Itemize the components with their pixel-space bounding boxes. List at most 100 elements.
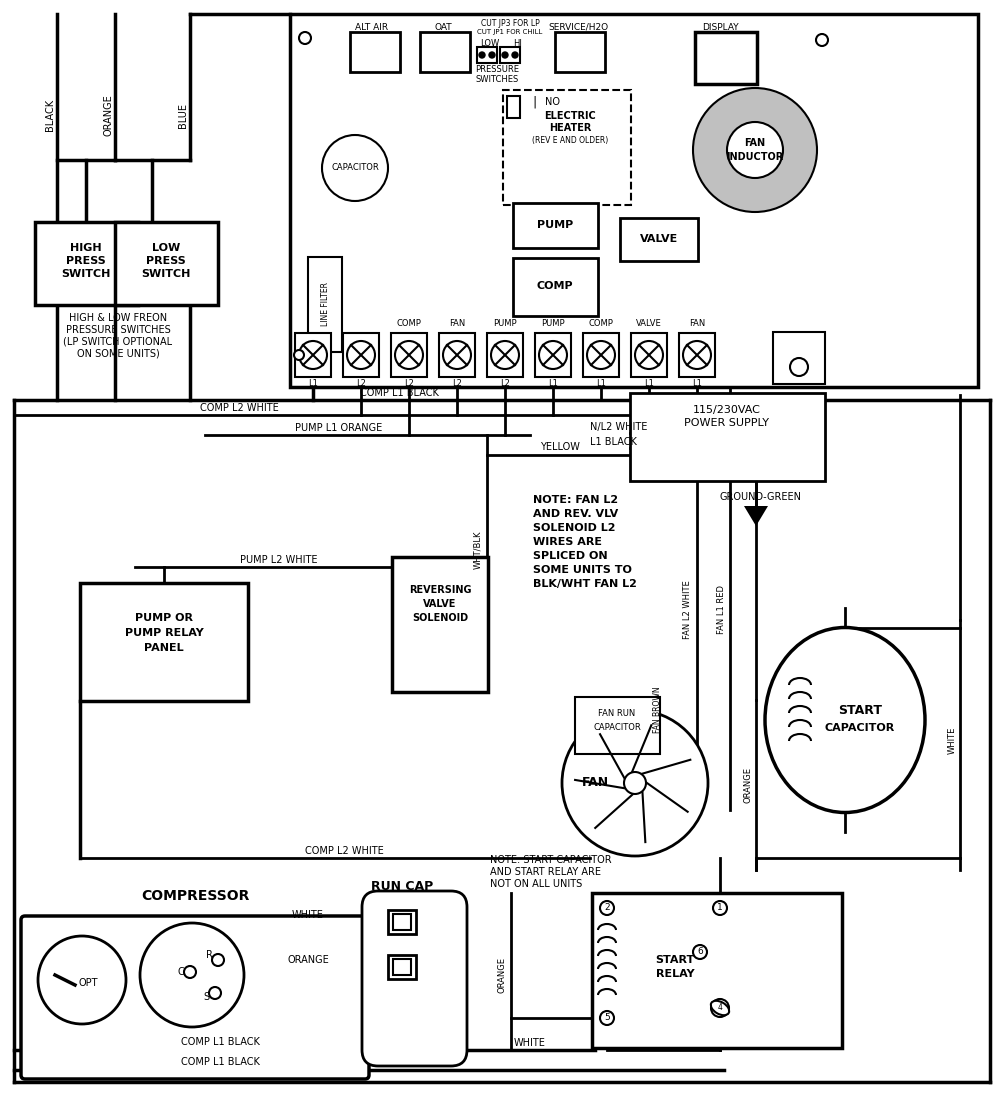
Bar	[393, 959, 411, 975]
Bar	[592, 894, 842, 1048]
Bar	[513, 258, 598, 316]
Text: CUT JP3 FOR LP: CUT JP3 FOR LP	[481, 19, 539, 27]
Text: L2: L2	[452, 379, 462, 388]
Text: REVERSING: REVERSING	[409, 585, 472, 595]
Text: R: R	[206, 950, 213, 960]
Text: COMP L2 WHITE: COMP L2 WHITE	[200, 403, 279, 413]
Text: PRESSURE: PRESSURE	[475, 66, 519, 74]
Bar	[420, 32, 470, 72]
Bar	[500, 47, 520, 64]
Text: PANEL: PANEL	[144, 643, 183, 653]
Text: L1: L1	[308, 379, 318, 388]
Circle shape	[727, 122, 783, 178]
Circle shape	[299, 341, 327, 369]
Text: 1: 1	[717, 903, 723, 912]
Bar	[487, 333, 523, 377]
Text: WHITE: WHITE	[948, 726, 957, 753]
Text: L1 BLACK: L1 BLACK	[590, 437, 637, 447]
Text: SPLICED ON: SPLICED ON	[533, 551, 608, 561]
Text: ORANGE: ORANGE	[287, 955, 329, 965]
Circle shape	[209, 987, 221, 999]
Text: SWITCH: SWITCH	[61, 269, 111, 279]
Circle shape	[347, 341, 375, 369]
Text: LOW: LOW	[481, 38, 500, 47]
Text: 4: 4	[718, 1003, 723, 1013]
Circle shape	[600, 901, 614, 915]
Text: POWER SUPPLY: POWER SUPPLY	[684, 418, 769, 428]
Bar	[620, 218, 698, 261]
Bar	[343, 333, 379, 377]
Text: 2: 2	[604, 903, 610, 912]
Circle shape	[562, 710, 708, 856]
Text: 6: 6	[698, 947, 703, 957]
Text: HI: HI	[513, 38, 522, 47]
Bar	[507, 96, 520, 118]
Text: GROUND-GREEN: GROUND-GREEN	[720, 492, 802, 502]
Circle shape	[713, 901, 727, 915]
Text: WHT/BLK: WHT/BLK	[474, 531, 483, 569]
Text: L1: L1	[692, 379, 702, 388]
Circle shape	[711, 999, 729, 1017]
Text: S: S	[203, 992, 209, 1002]
Text: VALVE: VALVE	[423, 599, 457, 609]
Text: HIGH & LOW FREON: HIGH & LOW FREON	[69, 313, 167, 323]
Text: (REV E AND OLDER): (REV E AND OLDER)	[532, 137, 608, 146]
Text: AND REV. VLV: AND REV. VLV	[533, 509, 618, 519]
Circle shape	[816, 34, 828, 46]
Ellipse shape	[711, 1001, 729, 1015]
Text: START: START	[655, 955, 695, 965]
Text: FAN L2 WHITE: FAN L2 WHITE	[683, 580, 692, 639]
Circle shape	[694, 88, 817, 212]
Text: ORANGE: ORANGE	[103, 94, 113, 136]
Text: HEATER: HEATER	[548, 123, 591, 132]
Circle shape	[694, 945, 707, 959]
Text: SWITCH: SWITCH	[141, 269, 191, 279]
Text: VALVE: VALVE	[640, 234, 678, 244]
Text: NO: NO	[545, 97, 560, 107]
Text: START: START	[838, 703, 882, 716]
Text: 5: 5	[604, 1014, 610, 1023]
Bar	[392, 557, 488, 692]
Circle shape	[212, 954, 224, 966]
Text: L2: L2	[356, 379, 366, 388]
Text: (LP SWITCH OPTIONAL: (LP SWITCH OPTIONAL	[64, 337, 172, 347]
Circle shape	[624, 772, 646, 794]
Circle shape	[443, 341, 471, 369]
Circle shape	[539, 341, 566, 369]
Text: NOTE: START CAPACITOR: NOTE: START CAPACITOR	[490, 855, 612, 865]
Text: HIGH: HIGH	[71, 243, 102, 253]
Bar	[295, 333, 331, 377]
Circle shape	[600, 1011, 614, 1025]
Text: CUT JP1 FOR CHILL: CUT JP1 FOR CHILL	[478, 28, 542, 35]
Text: BLUE: BLUE	[178, 103, 188, 127]
Text: BLK/WHT FAN L2: BLK/WHT FAN L2	[533, 579, 637, 589]
Text: PRESSURE SWITCHES: PRESSURE SWITCHES	[66, 325, 170, 335]
Bar	[115, 222, 218, 306]
Text: L2: L2	[404, 379, 414, 388]
Bar	[631, 333, 667, 377]
Text: SOLENOID: SOLENOID	[412, 613, 468, 623]
Text: FAN: FAN	[688, 319, 706, 327]
Text: NOT ON ALL UNITS: NOT ON ALL UNITS	[490, 879, 583, 889]
Text: LOW: LOW	[152, 243, 180, 253]
Text: AND START RELAY ARE: AND START RELAY ARE	[490, 867, 601, 877]
Text: C: C	[177, 967, 184, 977]
Text: COMP L1 BLACK: COMP L1 BLACK	[180, 1037, 259, 1047]
Text: SERVICE/H2O: SERVICE/H2O	[548, 23, 608, 32]
Text: CAPACITOR: CAPACITOR	[331, 163, 379, 173]
Text: |: |	[532, 95, 536, 108]
Text: OPT: OPT	[79, 978, 98, 988]
Bar	[503, 90, 631, 205]
FancyBboxPatch shape	[362, 891, 467, 1067]
Text: L1: L1	[548, 379, 558, 388]
Text: INDUCTOR: INDUCTOR	[727, 152, 783, 162]
Text: CAPACITOR: CAPACITOR	[593, 723, 641, 731]
Bar	[290, 14, 978, 387]
Circle shape	[395, 341, 423, 369]
Text: PUMP: PUMP	[541, 319, 564, 327]
Bar	[80, 583, 248, 701]
Text: FAN: FAN	[745, 138, 765, 148]
Circle shape	[479, 51, 485, 58]
Text: VALVE: VALVE	[636, 319, 662, 327]
Text: PUMP OR: PUMP OR	[135, 613, 193, 623]
